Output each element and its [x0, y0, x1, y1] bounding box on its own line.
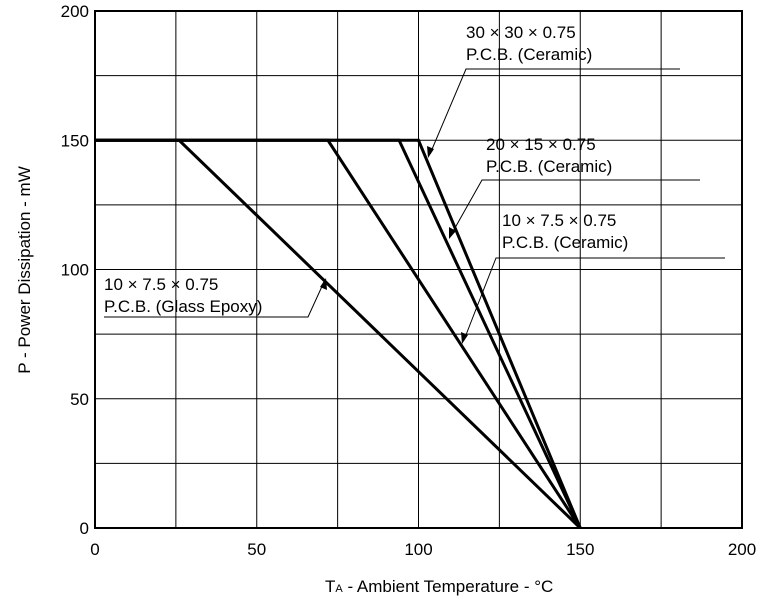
y-tick-label: 100 — [61, 261, 89, 280]
annotation-10x7-5-glass-epoxy: 10 × 7.5 × 0.75 P.C.B. (Glass Epoxy) — [104, 275, 327, 318]
x-tick-label: 50 — [247, 540, 266, 559]
arrowhead-10x7-5-ceramic — [461, 332, 468, 344]
arrowhead-glass-epoxy — [320, 278, 327, 290]
annotation-glass-epoxy-line1: 10 × 7.5 × 0.75 — [104, 275, 218, 294]
y-tick-label: 50 — [70, 390, 89, 409]
arrowhead-20x15 — [449, 227, 456, 239]
y-tick-label: 150 — [61, 131, 89, 150]
plot-frame — [94, 10, 743, 529]
x-tick-label: 0 — [90, 540, 99, 559]
annotation-glass-epoxy-line2: P.C.B. (Glass Epoxy) — [104, 297, 262, 316]
grid-lines — [95, 11, 742, 528]
series-lines — [95, 138, 582, 530]
x-tick-label: 150 — [566, 540, 594, 559]
annotation-20x15-line2: P.C.B. (Ceramic) — [486, 157, 612, 176]
annotation-10x7-5-ceramic-line2: P.C.B. (Ceramic) — [502, 233, 628, 252]
x-tick-label: 100 — [404, 540, 432, 559]
y-tick-label: 200 — [61, 2, 89, 21]
leader-30x30 — [429, 68, 680, 155]
leader-glass-epoxy — [104, 281, 325, 318]
arrowhead-30x30 — [427, 146, 434, 158]
annotation-30x30-line2: P.C.B. (Ceramic) — [466, 45, 592, 64]
x-axis-title: TA - Ambient Temperature - °C — [325, 577, 553, 596]
annotation-30x30-line1: 30 × 30 × 0.75 — [466, 23, 576, 42]
annotation-20x15-ceramic: 20 × 15 × 0.75 P.C.B. (Ceramic) — [449, 135, 700, 239]
y-axis-title: P - Power Dissipation - mW — [15, 166, 34, 374]
annotation-10x7-5-ceramic: 10 × 7.5 × 0.75 P.C.B. (Ceramic) — [461, 211, 725, 344]
annotation-30x30-ceramic: 30 × 30 × 0.75 P.C.B. (Ceramic) — [427, 23, 680, 158]
y-tick-label: 0 — [80, 519, 89, 538]
leader-10x7-5-ceramic — [463, 257, 725, 341]
tick-labels: 0 50 100 150 200 0 50 100 150 200 — [61, 2, 757, 559]
leader-20x15 — [450, 179, 700, 236]
x-tick-label: 200 — [728, 540, 756, 559]
annotation-20x15-line1: 20 × 15 × 0.75 — [486, 135, 596, 154]
annotation-10x7-5-ceramic-line1: 10 × 7.5 × 0.75 — [502, 211, 616, 230]
series-line-4 — [95, 138, 582, 530]
